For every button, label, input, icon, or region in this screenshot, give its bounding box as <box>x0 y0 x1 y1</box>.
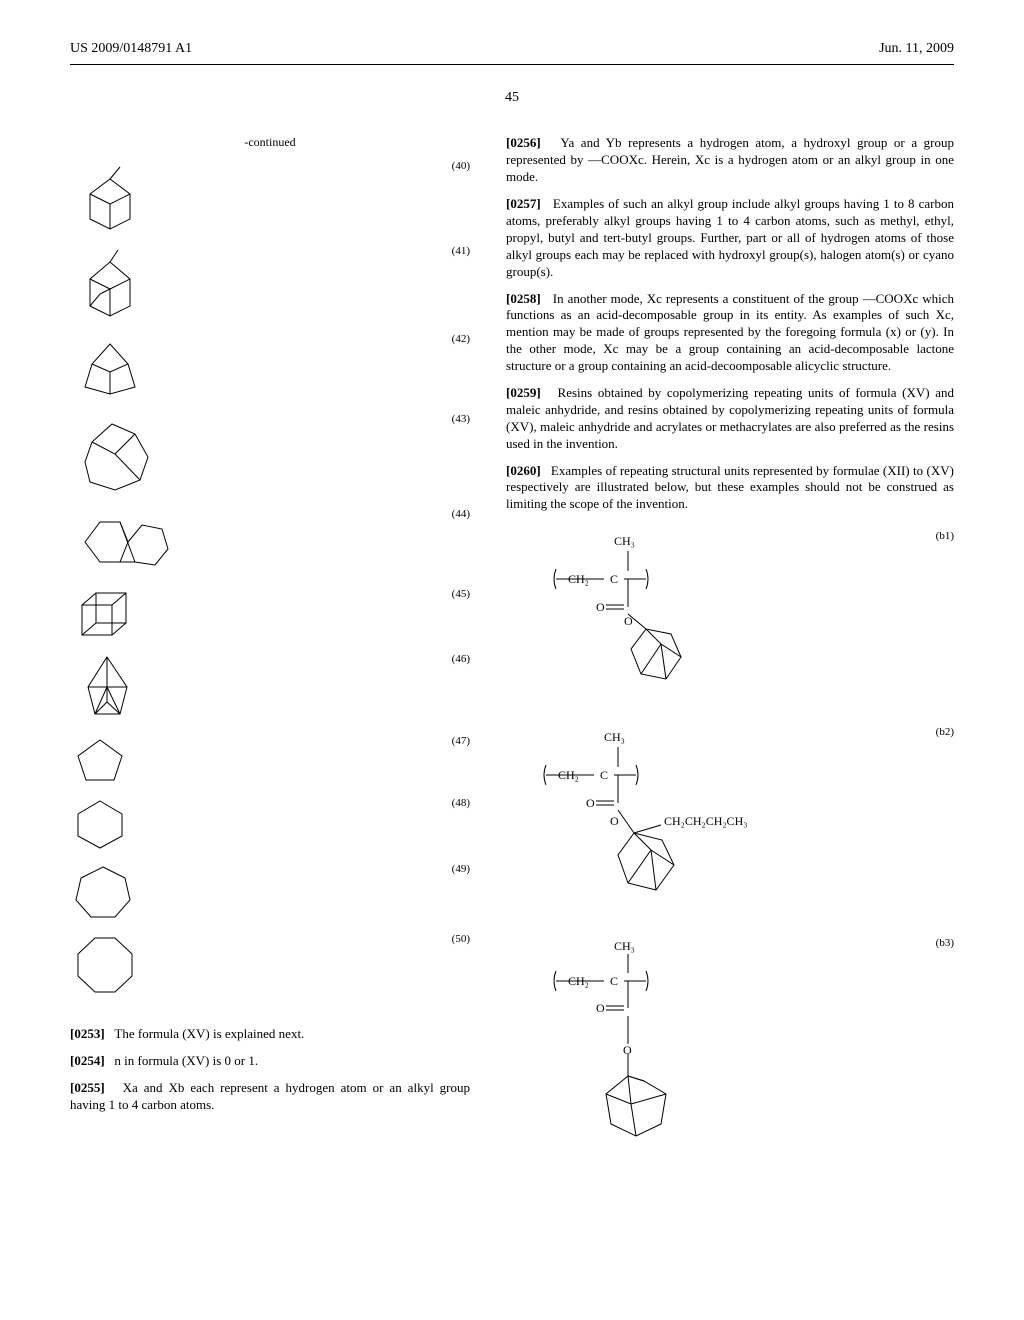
structure-43-num: (43) <box>452 412 470 426</box>
structure-44: (44) <box>70 507 470 577</box>
structure-40: (40) <box>70 159 470 234</box>
svg-text:C: C <box>610 572 618 586</box>
structure-45: (45) <box>70 587 470 642</box>
para-0255: [0255] Xa and Xb each represent a hydrog… <box>70 1080 470 1114</box>
structure-46-svg <box>70 652 145 724</box>
b3-ch3: CH₃ <box>614 939 635 953</box>
chem-b2-label: (b2) <box>936 725 954 739</box>
b2-o2: O <box>610 814 619 828</box>
para-0256: [0256] Ya and Yb represents a hydrogen a… <box>506 135 954 186</box>
b1-o2: O <box>624 614 633 628</box>
para-0258-text: In another mode, Xc represents a constit… <box>506 291 954 374</box>
publication-date: Jun. 11, 2009 <box>879 40 954 58</box>
structure-48-svg <box>70 796 130 852</box>
para-0254-num: [0254] <box>70 1053 105 1068</box>
b1-o1: O <box>596 600 605 614</box>
b3-o2: O <box>623 1043 632 1057</box>
chem-b1-svg: CH₃ CH₂ C O O <box>506 529 746 709</box>
structure-47-num: (47) <box>452 734 470 748</box>
chem-b1: (b1) <box>506 529 954 709</box>
para-0255-text: Xa and Xb each represent a hydrogen atom… <box>70 1080 470 1112</box>
para-0257: [0257] Examples of such an alkyl group i… <box>506 196 954 280</box>
b1-ch3: CH₃ <box>614 534 635 548</box>
para-0259: [0259] Resins obtained by copolymerizing… <box>506 385 954 453</box>
para-0254: [0254] n in formula (XV) is 0 or 1. <box>70 1053 470 1070</box>
b2-ch2: CH₂ <box>558 768 579 782</box>
structure-42-svg <box>70 332 155 402</box>
structure-50: (50) <box>70 932 470 998</box>
chem-b3-label: (b3) <box>936 936 954 950</box>
para-0260: [0260] Examples of repeating structural … <box>506 463 954 514</box>
structure-43: (43) <box>70 412 470 497</box>
structure-44-num: (44) <box>452 507 470 521</box>
structure-49-svg <box>70 862 136 922</box>
para-0253: [0253] The formula (XV) is explained nex… <box>70 1026 470 1043</box>
b3-o1: O <box>596 1001 605 1015</box>
chem-b3-svg: CH₃ CH₂ C O O <box>506 936 746 1161</box>
structure-47-svg <box>70 734 130 786</box>
structure-45-num: (45) <box>452 587 470 601</box>
svg-text:C: C <box>600 768 608 782</box>
para-0260-text: Examples of repeating structural units r… <box>506 463 954 512</box>
structure-40-num: (40) <box>452 159 470 173</box>
page-number: 45 <box>70 89 954 107</box>
structure-50-num: (50) <box>452 932 470 946</box>
para-0253-text: The formula (XV) is explained next. <box>114 1026 304 1041</box>
b2-ch3: CH₃ <box>604 730 625 744</box>
continued-label: -continued <box>70 135 470 151</box>
para-0254-text: n in formula (XV) is 0 or 1. <box>114 1053 258 1068</box>
structure-41-svg <box>70 244 150 322</box>
svg-text:C: C <box>610 974 618 988</box>
b2-butyl: CH₂CH₂CH₂CH₃ <box>664 814 747 828</box>
right-column: [0256] Ya and Yb represents a hydrogen a… <box>506 135 954 1173</box>
para-0259-num: [0259] <box>506 385 541 400</box>
structure-43-svg <box>70 412 165 497</box>
publication-number: US 2009/0148791 A1 <box>70 40 192 58</box>
para-0257-num: [0257] <box>506 196 541 211</box>
structure-45-svg <box>70 587 140 642</box>
chem-b1-label: (b1) <box>936 529 954 543</box>
structure-42: (42) <box>70 332 470 402</box>
structure-47: (47) <box>70 734 470 786</box>
structure-50-svg <box>70 932 140 998</box>
structure-40-svg <box>70 159 150 234</box>
para-0253-num: [0253] <box>70 1026 105 1041</box>
para-0257-text: Examples of such an alkyl group include … <box>506 196 954 279</box>
para-0259-text: Resins obtained by copolymerizing repeat… <box>506 385 954 451</box>
para-0258: [0258] In another mode, Xc represents a … <box>506 291 954 375</box>
header-rule <box>70 64 954 65</box>
para-0256-text: Ya and Yb represents a hydrogen atom, a … <box>506 135 954 184</box>
para-0260-num: [0260] <box>506 463 541 478</box>
two-column-layout: -continued (40) <box>70 135 954 1173</box>
b2-o1: O <box>586 796 595 810</box>
structure-41-num: (41) <box>452 244 470 258</box>
left-column: -continued (40) <box>70 135 470 1173</box>
structure-46: (46) <box>70 652 470 724</box>
structure-46-num: (46) <box>452 652 470 666</box>
page-header: US 2009/0148791 A1 Jun. 11, 2009 <box>70 40 954 58</box>
structure-49: (49) <box>70 862 470 922</box>
para-0258-num: [0258] <box>506 291 541 306</box>
para-0255-num: [0255] <box>70 1080 105 1095</box>
chem-b2: (b2) <box>506 725 954 920</box>
chem-b3: (b3) <box>506 936 954 1161</box>
structure-41: (41) <box>70 244 470 322</box>
structure-42-num: (42) <box>452 332 470 346</box>
para-0256-num: [0256] <box>506 135 541 150</box>
structure-48: (48) <box>70 796 470 852</box>
structure-44-svg <box>70 507 180 577</box>
structure-48-num: (48) <box>452 796 470 810</box>
b1-ch2: CH₂ <box>568 572 589 586</box>
chem-b2-svg: CH₃ CH₂ C O O CH₂CH₂CH₂CH₃ <box>506 725 796 920</box>
structure-49-num: (49) <box>452 862 470 876</box>
b3-ch2: CH₂ <box>568 974 589 988</box>
